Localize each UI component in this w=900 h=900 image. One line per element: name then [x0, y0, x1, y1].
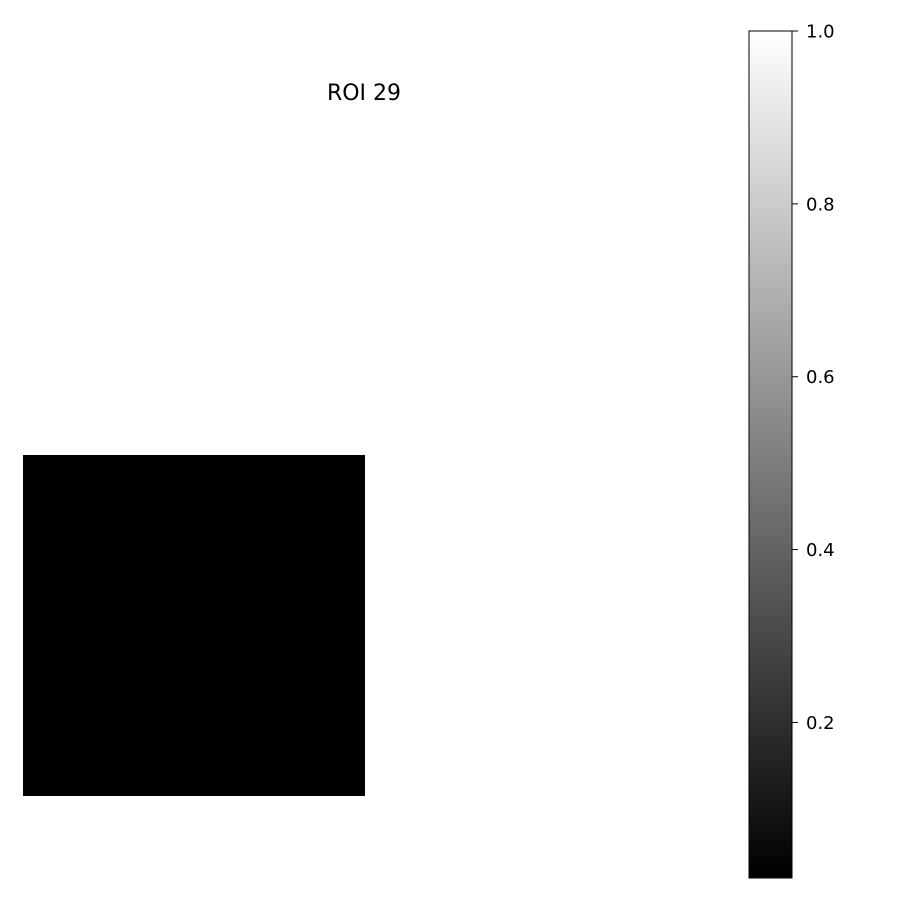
chart-title: ROI 29	[327, 81, 401, 106]
colorbar-tick-label: 0.4	[806, 540, 835, 561]
colorbar-tick-label: 1.0	[806, 22, 835, 43]
image-pixel	[23, 455, 365, 796]
colorbar-gradient	[749, 31, 792, 878]
colorbar-tick-label: 0.2	[806, 713, 835, 734]
colorbar: 0.2 0.4 0.6 0.8 1.0	[749, 22, 835, 879]
colorbar-ticks: 0.2 0.4 0.6 0.8 1.0	[792, 22, 835, 734]
colorbar-tick-label: 0.6	[806, 367, 835, 388]
roi-image	[23, 455, 365, 796]
colorbar-tick-label: 0.8	[806, 194, 835, 215]
